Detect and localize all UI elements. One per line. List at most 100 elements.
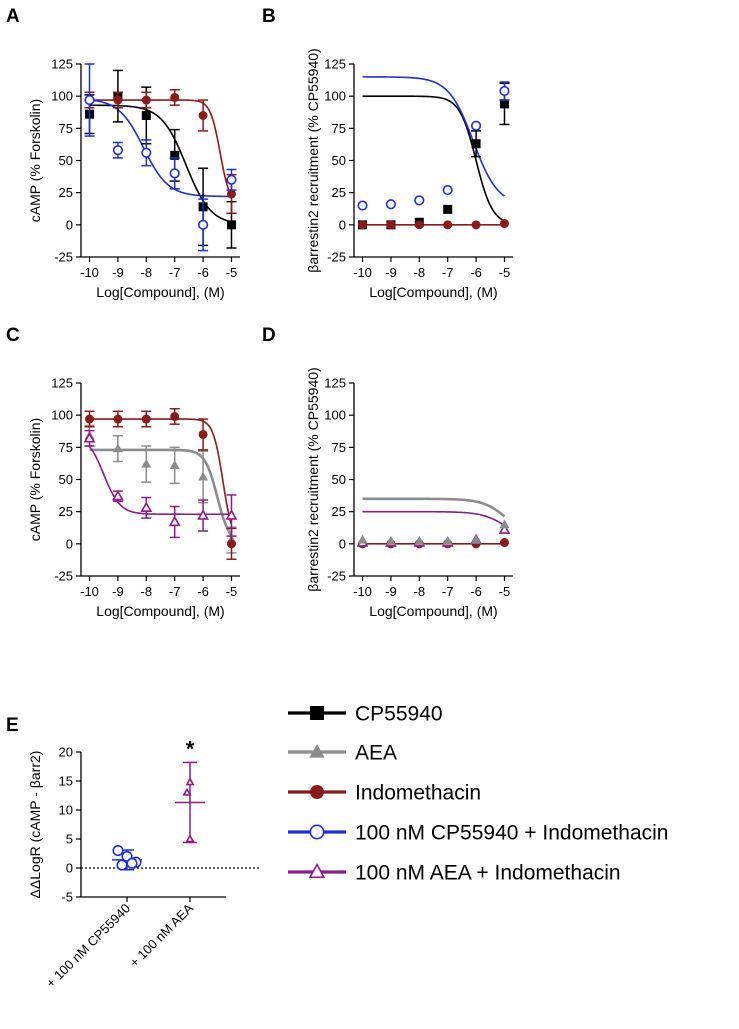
data-point-100-nm-aea-indomethacin (498, 523, 511, 534)
data-point-100-nm-cp55940-indomethacin (198, 219, 209, 230)
data-point-100-nm-cp55940-indomethacin (442, 185, 453, 196)
legend-label: CP55940 (355, 703, 443, 726)
data-point-aea (385, 536, 396, 545)
legend-marker-100-nm-aea-indomethacin (308, 863, 326, 879)
data-point-aea (357, 534, 368, 544)
legend-item: Indomethacin (288, 782, 481, 805)
data-point-100-nm-cp55940-indomethacin (357, 200, 368, 211)
x-tick-label: -7 (169, 584, 181, 599)
legend-item: 100 nM AEA + Indomethacin (288, 862, 621, 885)
data-point-aea (499, 519, 510, 529)
y-tick-label: -25 (54, 569, 73, 584)
data-point-100-nm-aea-indomethacin (185, 833, 195, 843)
data-point-cp55940 (141, 110, 151, 120)
y-tick-label: 0 (66, 861, 73, 876)
legend-item: CP55940 (288, 703, 443, 726)
data-point-aea (112, 443, 123, 453)
x-axis-label: Log[Compound], (M) (96, 603, 224, 619)
chart-panel-c: -25 0 25 50 75 100 125 -10 -9 -8 -7 -6 -5Log[Compoun… (27, 376, 240, 619)
data-point-100-nm-aea-indomethacin (197, 509, 209, 520)
data-point-aea (471, 534, 482, 544)
y-tick-label: 100 (51, 408, 73, 423)
fit-curve-indomethacin (89, 99, 233, 197)
x-axis-label: Log[Compound], (M) (96, 284, 224, 300)
chart-panel-a: -25 0 25 50 75 100 125 -10 -9 -8 -7 -6 -5Log[Compoun… (27, 57, 240, 300)
y-tick-label: 25 (332, 504, 346, 519)
legend-marker-aea (309, 743, 325, 758)
y-axis-label: cAMP (% Forskolin) (27, 418, 43, 541)
x-tick-label: + 100 nM CP55940 (43, 901, 133, 991)
y-tick-label: 50 (332, 153, 346, 168)
data-point-100-nm-cp55940-indomethacin (499, 85, 510, 97)
data-point-indomethacin (141, 95, 151, 105)
data-point-indomethacin (471, 220, 481, 230)
data-point-100-nm-cp55940-indomethacin (141, 147, 152, 158)
y-tick-label: 125 (324, 57, 346, 72)
y-tick-label: 75 (59, 121, 73, 136)
y-tick-label: 75 (332, 121, 346, 136)
x-tick-label: -10 (80, 584, 99, 599)
fit-curve-aea (362, 497, 506, 518)
data-point-cp55940 (170, 150, 180, 160)
x-tick-label: -7 (442, 265, 454, 280)
panel-label-c: C (6, 325, 20, 346)
data-point-indomethacin (443, 220, 453, 230)
x-tick-label: -5 (226, 265, 238, 280)
x-axis-label: Log[Compound], (M) (369, 284, 497, 300)
y-tick-label: 75 (59, 440, 73, 455)
y-tick-label: 0 (339, 536, 346, 551)
significance-annotation: * (186, 736, 195, 761)
data-point-indomethacin (198, 110, 208, 120)
data-point-indomethacin (141, 414, 151, 424)
data-point-100-nm-cp55940-indomethacin (414, 195, 425, 206)
fit-curve-cp55940 (89, 104, 232, 223)
data-point-100-nm-aea-indomethacin (185, 777, 195, 786)
fit-curve-100-nm-cp55940-indomethacin (89, 99, 232, 198)
data-point-indomethacin (85, 414, 95, 424)
fit-curve-100-nm-aea-indomethacin (362, 510, 505, 527)
x-tick-label: -9 (112, 265, 124, 280)
legend-label: Indomethacin (355, 782, 481, 805)
legend-item: 100 nM CP55940 + Indomethacin (288, 822, 668, 845)
data-point-cp55940 (226, 220, 236, 230)
x-tick-label: -8 (141, 584, 153, 599)
data-point-100-nm-cp55940-indomethacin (112, 845, 124, 857)
fit-curve-100-nm-aea-indomethacin (88, 446, 232, 516)
y-tick-label: 50 (59, 153, 73, 168)
data-point-aea (141, 458, 152, 468)
data-point-100-nm-cp55940-indomethacin (169, 168, 180, 179)
fit-curve-cp55940 (362, 95, 505, 222)
x-tick-label: -7 (169, 265, 181, 280)
data-point-indomethacin (499, 538, 509, 548)
data-point-indomethacin (386, 220, 396, 230)
x-axis-label: Log[Compound], (M) (369, 603, 497, 619)
x-tick-label: -5 (499, 265, 511, 280)
fit-curve-indomethacin (89, 418, 233, 526)
data-point-100-nm-aea-indomethacin (168, 515, 181, 527)
y-tick-label: 50 (332, 472, 346, 487)
y-axis-label: βarrestin2 recruitment (% CP55940) (305, 48, 321, 272)
y-tick-label: 25 (332, 185, 346, 200)
data-point-100-nm-cp55940-indomethacin (226, 174, 237, 185)
data-point-cp55940 (499, 99, 509, 109)
data-point-indomethacin (170, 92, 180, 102)
y-tick-label: -25 (327, 569, 346, 584)
chart-panel-d: -25 0 25 50 75 100 125 -10 -9 -8 -7 -6 -5Log[Compoun… (305, 367, 513, 619)
y-tick-label: 0 (66, 217, 73, 232)
y-tick-label: 0 (339, 217, 346, 232)
x-tick-label: -5 (226, 584, 238, 599)
legend: CP55940 AEA Indomethacin 100 nM CP55940 + I… (288, 703, 668, 885)
legend-label: 100 nM AEA + Indomethacin (355, 862, 621, 885)
x-tick-label: -6 (470, 584, 482, 599)
data-point-aea (414, 536, 425, 545)
data-point-100-nm-cp55940-indomethacin (116, 859, 128, 871)
data-point-aea (169, 460, 180, 469)
legend-label: AEA (355, 742, 397, 765)
x-tick-label: -6 (197, 265, 209, 280)
data-point-cp55940 (471, 139, 481, 149)
panel-label-d: D (262, 325, 276, 346)
y-axis-label: ΔΔLogR (cAMP - βarr2) (27, 751, 43, 899)
x-tick-label: -9 (385, 584, 397, 599)
y-tick-label: 15 (59, 774, 73, 789)
x-tick-label: -10 (80, 265, 99, 280)
